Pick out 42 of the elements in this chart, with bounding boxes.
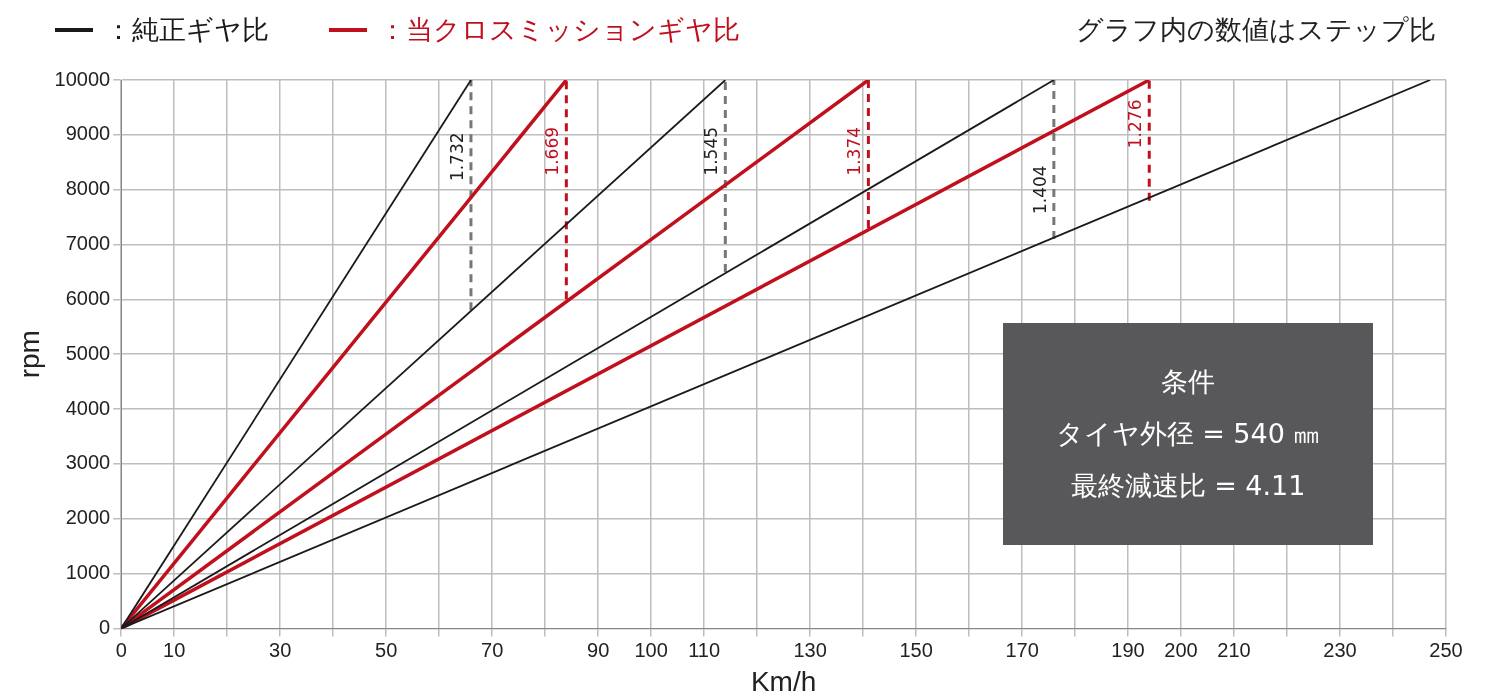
annotation: 1.732	[446, 132, 467, 182]
y-tick-label: 8000	[65, 177, 111, 200]
x-tick-label: 100	[634, 638, 668, 661]
annotation: 1.669	[542, 126, 563, 176]
y-tick-label: 9000	[65, 122, 111, 145]
x-tick-label: 210	[1217, 638, 1251, 661]
y-tick-label: 4000	[65, 396, 111, 419]
x-tick-label: 110	[688, 638, 721, 661]
x-tick-label: 30	[269, 638, 292, 661]
y-axis-title: rpm	[13, 330, 45, 379]
annotation: 最終減速比 = 4.11	[1070, 469, 1306, 503]
conditions-panel: 条件 タイヤ外径 = 540 ㎜ 最終減速比 = 4.11	[1003, 323, 1373, 545]
x-tick-label: 170	[1005, 638, 1039, 661]
text: グラフ内の数値はステップ比	[1076, 13, 1436, 47]
x-tick-label: 230	[1323, 638, 1357, 661]
y-tick-label: 10000	[54, 67, 111, 90]
annotation: 1.545	[701, 126, 722, 176]
x-tick-label: 70	[481, 638, 504, 661]
x-tick-label: 50	[375, 638, 398, 661]
legend-label: ：純正ギヤ比	[105, 13, 269, 47]
x-tick-label: 200	[1164, 638, 1198, 661]
annotation: 条件	[1161, 365, 1215, 399]
x-tick-label: 150	[899, 638, 933, 661]
y-tick-label: 0	[99, 615, 111, 638]
y-tick-label: 2000	[65, 506, 111, 529]
annotation: 1.276	[1125, 99, 1146, 149]
annotation: 1.404	[1029, 165, 1050, 215]
y-tick-label: 5000	[65, 341, 111, 364]
x-tick-label: 130	[793, 638, 827, 661]
x-tick-label: 190	[1111, 638, 1145, 661]
x-axis-title: Km/h	[750, 665, 817, 697]
legend-label: ：当クロスミッションギヤ比	[379, 13, 740, 47]
y-tick-label: 3000	[65, 451, 111, 474]
x-tick-label: 0	[115, 638, 127, 661]
x-tick-label: 10	[163, 638, 186, 661]
x-tick-label: 90	[587, 638, 610, 661]
x-tick-label: 250	[1429, 638, 1463, 661]
y-tick-label: 7000	[65, 232, 111, 255]
annotation: タイヤ外径 = 540 ㎜	[1055, 417, 1321, 451]
y-tick-label: 6000	[65, 286, 111, 309]
annotation: 1.374	[844, 126, 865, 176]
y-tick-label: 1000	[65, 561, 111, 584]
